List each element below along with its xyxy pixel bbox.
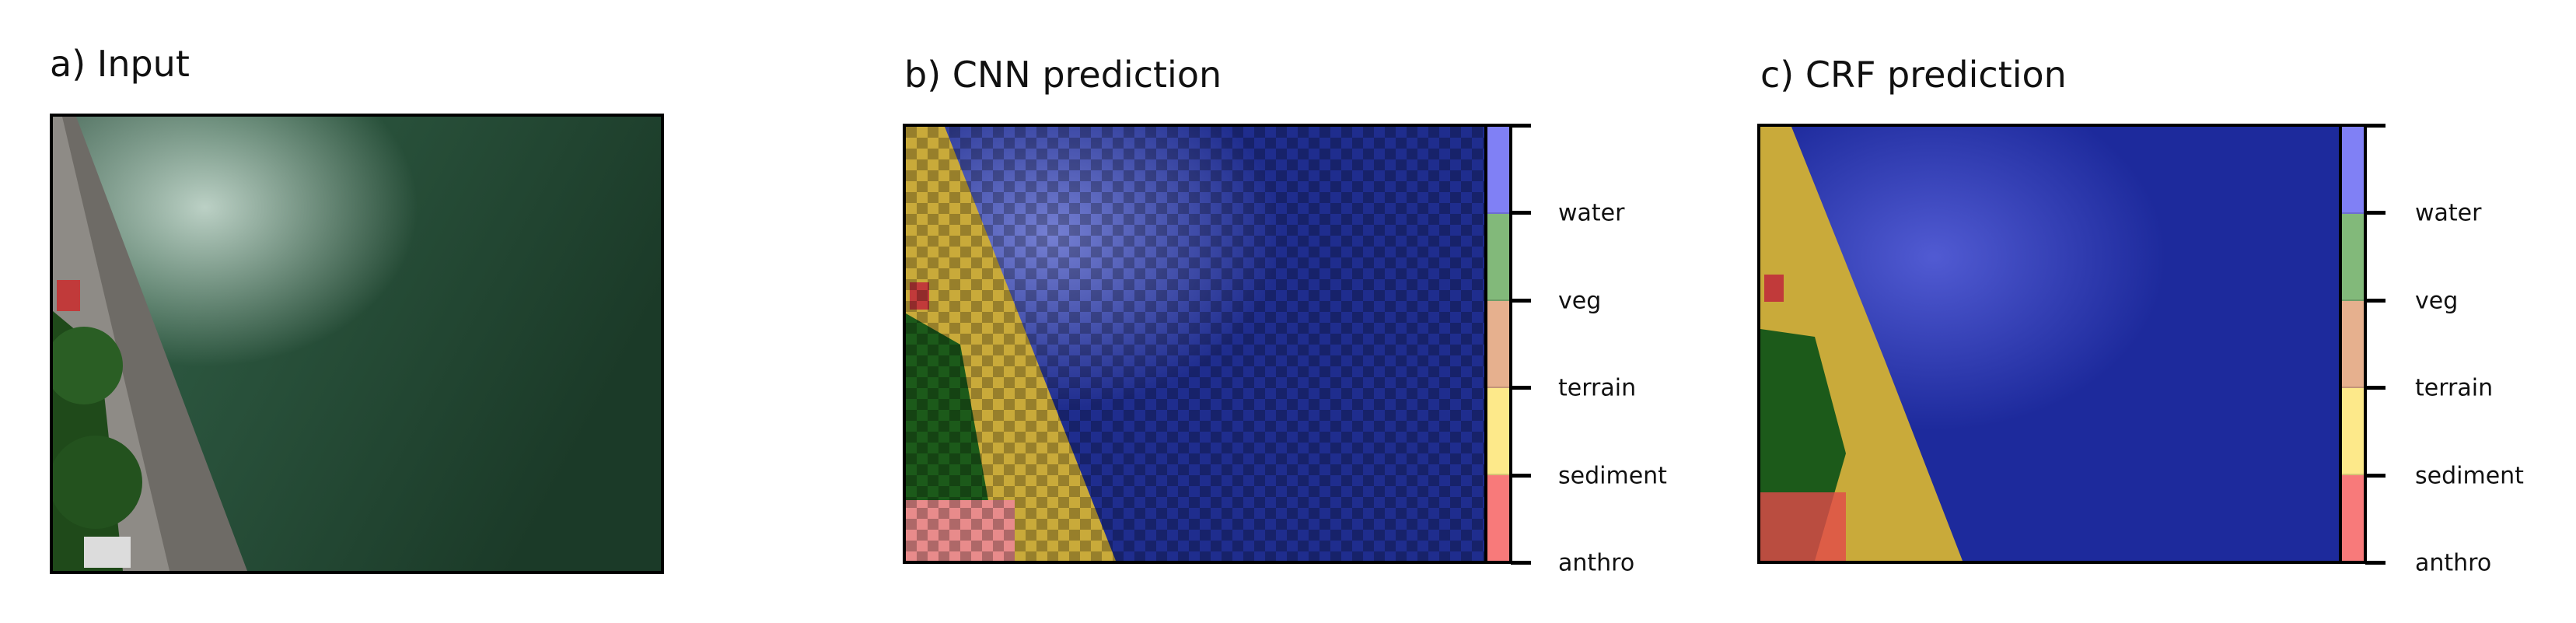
cnn-tick-anthro — [1511, 561, 1531, 565]
crf-colorbar-terrain — [2342, 301, 2364, 388]
crf-prediction-drawing — [1760, 127, 2339, 561]
cnn-label-veg: veg — [1558, 287, 1602, 315]
cnn-tick-veg — [1511, 299, 1531, 303]
crf-prediction-image — [1757, 124, 2342, 564]
crf-label-anthro: anthro — [2415, 549, 2492, 577]
cnn-colorbar — [1484, 124, 1512, 564]
input-image-drawing — [53, 117, 661, 571]
cnn-label-sediment: sediment — [1558, 462, 1667, 490]
cnn-colorbar-sediment — [1487, 388, 1509, 475]
cnn-colorbar-anthro — [1487, 475, 1509, 561]
cnn-tick-water — [1511, 211, 1531, 215]
cnn-tick-top — [1511, 124, 1531, 128]
cnn-prediction-drawing — [906, 127, 1484, 561]
cnn-tick-sediment — [1511, 474, 1531, 478]
input-image — [50, 114, 664, 574]
panel-b-title: b) CNN prediction — [904, 54, 1222, 96]
crf-tick-water — [2365, 211, 2386, 215]
cnn-label-anthro: anthro — [1558, 549, 1635, 577]
cnn-tick-terrain — [1511, 386, 1531, 390]
crf-colorbar — [2339, 124, 2367, 564]
crf-tick-anthro — [2365, 561, 2386, 565]
crf-colorbar-anthro — [2342, 475, 2364, 561]
panel-c-title: c) CRF prediction — [1760, 54, 2067, 96]
cnn-label-terrain: terrain — [1558, 374, 1637, 402]
crf-colorbar-veg — [2342, 214, 2364, 301]
crf-colorbar-water — [2342, 127, 2364, 214]
crf-label-water: water — [2415, 199, 2482, 227]
crf-tick-terrain — [2365, 386, 2386, 390]
crf-tick-top — [2365, 124, 2386, 128]
crf-colorbar-sediment — [2342, 388, 2364, 475]
cnn-label-water: water — [1558, 199, 1625, 227]
cnn-colorbar-terrain — [1487, 301, 1509, 388]
panel-a-title: a) Input — [50, 43, 190, 85]
crf-tick-veg — [2365, 299, 2386, 303]
cnn-colorbar-veg — [1487, 214, 1509, 301]
crf-tick-sediment — [2365, 474, 2386, 478]
crf-label-terrain: terrain — [2415, 374, 2494, 402]
crf-label-veg: veg — [2415, 287, 2459, 315]
cnn-prediction-image — [903, 124, 1487, 564]
crf-label-sediment: sediment — [2415, 462, 2524, 490]
cnn-colorbar-water — [1487, 127, 1509, 214]
